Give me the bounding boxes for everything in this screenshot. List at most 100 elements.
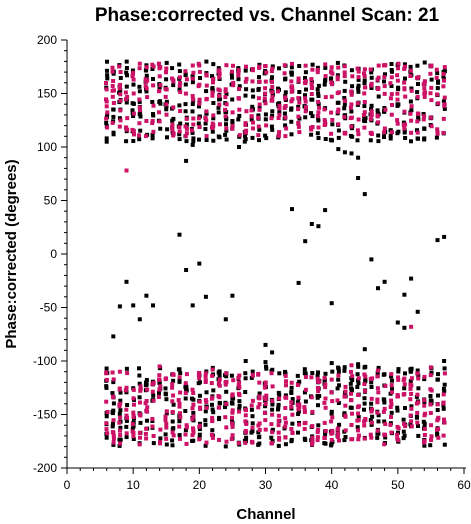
data-point (118, 118, 123, 123)
data-point (191, 391, 196, 395)
data-point (382, 126, 387, 131)
data-point (229, 71, 234, 76)
data-point (342, 365, 347, 370)
data-point (428, 402, 433, 407)
data-point (355, 385, 360, 389)
data-point (183, 432, 188, 437)
data-point (130, 72, 135, 77)
data-point (283, 134, 288, 139)
data-point (323, 429, 328, 433)
data-point (388, 81, 393, 86)
data-point (375, 374, 380, 379)
data-point (329, 438, 334, 442)
data-point (336, 369, 341, 374)
data-point (137, 100, 142, 104)
data-point (315, 438, 320, 443)
data-point (203, 378, 208, 383)
data-point (262, 96, 267, 101)
data-point (197, 423, 202, 428)
data-point (395, 121, 400, 126)
data-point (190, 74, 195, 79)
data-point (355, 138, 360, 143)
data-point (111, 401, 116, 406)
data-point (250, 135, 255, 140)
data-point (137, 317, 142, 322)
data-point (415, 420, 420, 425)
data-point (289, 72, 294, 77)
data-point (396, 369, 401, 374)
data-point (137, 66, 142, 71)
data-point (250, 79, 255, 84)
data-point (183, 134, 188, 138)
data-point (368, 131, 373, 135)
data-point (330, 369, 335, 374)
data-point (130, 429, 135, 434)
data-point (177, 62, 182, 67)
data-point (263, 86, 268, 91)
data-point (263, 427, 268, 432)
data-point (277, 392, 282, 397)
data-point (210, 419, 215, 424)
data-point (217, 71, 222, 76)
data-point (224, 389, 229, 394)
data-point (118, 76, 123, 80)
data-point (143, 68, 148, 73)
data-point (249, 375, 254, 380)
data-point (197, 376, 202, 380)
data-point (143, 84, 148, 89)
data-point (409, 108, 414, 113)
data-point (171, 393, 176, 398)
data-point (117, 304, 122, 309)
data-point (362, 125, 367, 130)
data-point (349, 109, 354, 114)
data-point (118, 425, 123, 430)
data-point (124, 125, 129, 130)
data-point (277, 110, 282, 114)
data-point (223, 89, 228, 94)
data-point (137, 395, 142, 400)
data-point (283, 442, 288, 447)
data-point (104, 81, 108, 85)
data-point (157, 380, 162, 385)
data-point (428, 387, 433, 392)
data-point (429, 399, 434, 404)
data-point (289, 107, 294, 112)
data-point (356, 428, 360, 433)
data-point (276, 402, 281, 407)
data-point (441, 74, 446, 79)
data-point (316, 99, 321, 104)
data-point (104, 366, 109, 371)
data-point (204, 390, 209, 395)
data-point (211, 62, 216, 67)
data-point (376, 390, 381, 395)
data-point (257, 421, 262, 426)
data-point (441, 401, 446, 406)
data-point (158, 436, 163, 441)
data-point (164, 411, 169, 416)
data-point (138, 388, 143, 393)
data-point (137, 111, 142, 116)
data-point (263, 64, 268, 69)
data-point (224, 110, 229, 115)
data-point (342, 411, 347, 416)
data-point (171, 105, 176, 110)
data-point (262, 98, 267, 103)
data-point (111, 394, 116, 399)
data-point (197, 125, 202, 129)
data-point (230, 401, 235, 406)
data-point (283, 373, 288, 378)
data-point (163, 94, 168, 99)
data-point (382, 406, 387, 411)
data-point (224, 102, 229, 107)
data-point (183, 385, 188, 390)
data-point (223, 317, 228, 322)
data-point (368, 138, 373, 143)
data-point (415, 90, 420, 95)
data-point (436, 79, 440, 84)
data-point (144, 119, 149, 123)
data-point (376, 120, 381, 125)
data-point (409, 404, 414, 409)
data-point (296, 114, 301, 119)
data-point (110, 391, 115, 396)
data-point (296, 120, 301, 125)
